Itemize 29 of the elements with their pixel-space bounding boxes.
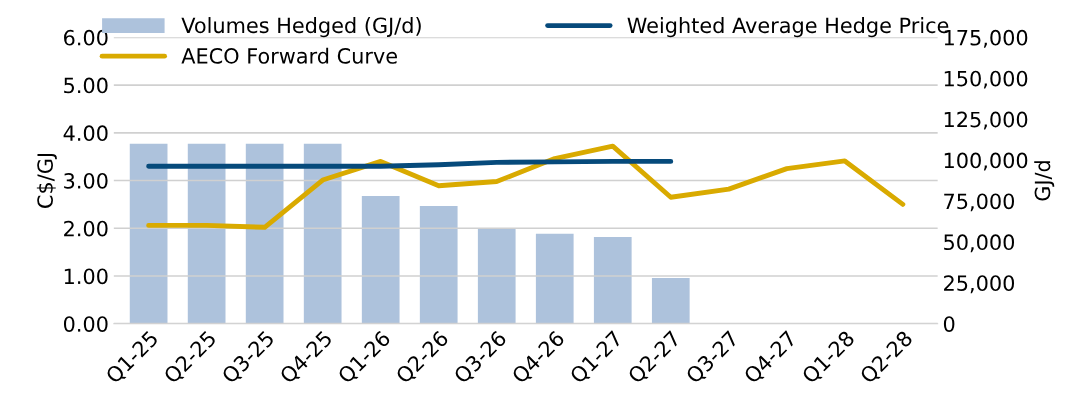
bar (651, 277, 690, 324)
legend-label: AECO Forward Curve (181, 47, 397, 64)
bar (245, 143, 284, 324)
bar (593, 236, 632, 324)
bar (419, 205, 458, 324)
y2-tick-label: 25,000 (944, 275, 1015, 294)
y2-tick-label: 0 (943, 316, 955, 332)
y2-tick-label: 125,000 (944, 111, 1028, 130)
y-tick-label: 3.00 (64, 172, 108, 189)
y-tick-label: 6.00 (64, 29, 108, 46)
y2-tick-label: 75,000 (944, 193, 1015, 212)
y-axis-title: C$/GJ (36, 154, 57, 208)
y-tick-label: 4.00 (63, 125, 108, 142)
y2-tick-label: 100,000 (944, 152, 1028, 171)
y-tick-label: 0.00 (63, 316, 108, 332)
y2-tick-label: 50,000 (944, 234, 1015, 253)
bar (477, 228, 516, 324)
y2-axis-title: GJ/d (1034, 161, 1055, 201)
bar (535, 233, 574, 324)
y-tick-label: 2.00 (64, 220, 108, 237)
y2-tick-label: 150,000 (944, 70, 1028, 89)
bar (187, 143, 226, 324)
y-tick-label: 5.00 (64, 77, 108, 94)
bar (129, 143, 168, 324)
line-series (146, 143, 906, 230)
legend-label: Volumes Hedged (GJ/d) (181, 17, 421, 38)
y-tick-label: 1.00 (64, 268, 108, 285)
bar (303, 143, 342, 324)
bar (361, 196, 400, 324)
